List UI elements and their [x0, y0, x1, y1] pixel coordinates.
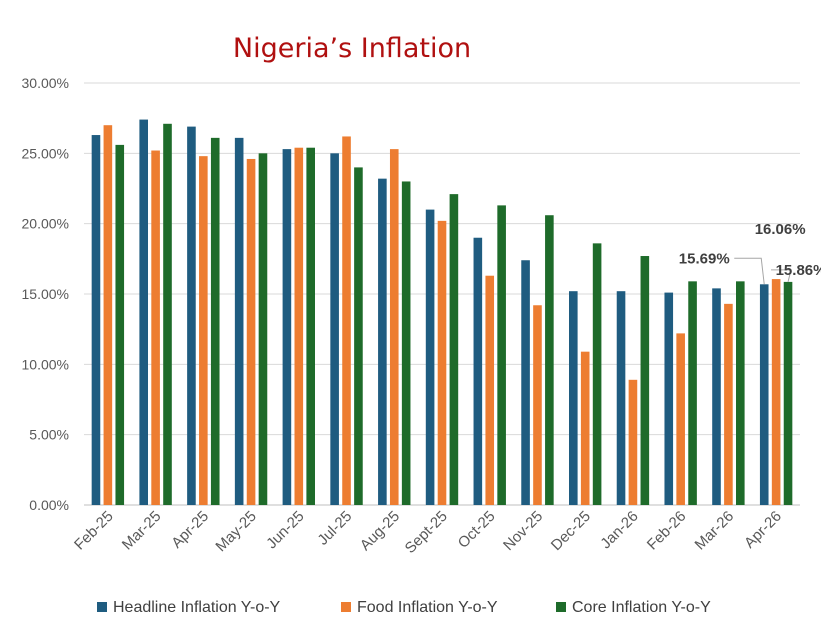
- x-tick-label: Oct-25: [455, 508, 499, 552]
- y-axis: 0.00% 5.00% 10.00% 15.00% 20.00% 25.00% 30.00%: [22, 75, 69, 513]
- x-tick-label: Feb-26: [644, 508, 690, 554]
- bar-core-inflation-y-o-y-sept-25: [449, 194, 459, 506]
- bar-core-inflation-y-o-y-mar-26: [736, 281, 745, 505]
- bar-food-inflation-y-o-y-jun-25: [294, 147, 304, 505]
- x-tick-label: Mar-25: [119, 508, 165, 554]
- bar-core-inflation-y-o-y-mar-25: [163, 123, 172, 505]
- bar-food-inflation-y-o-y-nov-25: [533, 305, 542, 505]
- bar-core-inflation-y-o-y-apr-25: [210, 137, 220, 506]
- y-tick-label: 0.00%: [29, 497, 69, 513]
- bar-headline-inflation-y-o-y-aug-25: [378, 178, 387, 506]
- data-label-leader: [734, 257, 765, 285]
- x-tick-label: Feb-25: [71, 508, 117, 554]
- legend-label: Headline Inflation Y-o-Y: [113, 599, 281, 616]
- bar-core-inflation-y-o-y-jun-25: [306, 147, 315, 505]
- y-tick-label: 30.00%: [22, 75, 69, 91]
- bar-food-inflation-y-o-y-apr-26: [771, 279, 781, 505]
- legend-swatch: [341, 602, 351, 612]
- legend-swatch: [97, 602, 107, 612]
- x-tick-label: Mar-26: [692, 508, 738, 554]
- bar-core-inflation-y-o-y-feb-26: [688, 281, 697, 505]
- x-tick-label: May-25: [212, 508, 259, 555]
- bar-food-inflation-y-o-y-oct-25: [485, 275, 495, 505]
- x-tick-label: Sept-25: [402, 508, 451, 557]
- bar-headline-inflation-y-o-y-feb-25: [91, 135, 101, 505]
- x-tick-label: Jun-25: [263, 508, 307, 552]
- legend-label: Core Inflation Y-o-Y: [572, 599, 711, 616]
- bar-core-inflation-y-o-y-dec-25: [592, 243, 602, 506]
- bar-food-inflation-y-o-y-feb-26: [676, 333, 685, 505]
- bar-core-inflation-y-o-y-aug-25: [401, 181, 411, 505]
- bar-food-inflation-y-o-y-apr-25: [199, 156, 208, 505]
- data-label-core-inflation-y-o-y: 15.86%: [776, 262, 821, 279]
- bar-core-inflation-y-o-y-nov-25: [545, 215, 554, 505]
- y-tick-label: 10.00%: [22, 356, 69, 372]
- bar-food-inflation-y-o-y-jan-26: [628, 379, 638, 505]
- bar-core-inflation-y-o-y-jul-25: [354, 167, 363, 505]
- legend: Headline Inflation Y-o-Y Food Inflation Y…: [97, 599, 711, 616]
- bar-food-inflation-y-o-y-jul-25: [342, 136, 351, 505]
- chart-title: Nigeria’s Inflation: [233, 33, 471, 64]
- bar-food-inflation-y-o-y-dec-25: [580, 351, 590, 505]
- x-axis: Feb-25 Mar-25 Apr-25 May-25 Jun-25 Jul-25 Aug-…: [71, 508, 785, 557]
- x-tick-label: Apr-25: [168, 508, 212, 552]
- bar-headline-inflation-y-o-y-dec-25: [569, 291, 578, 505]
- bar-food-inflation-y-o-y-mar-26: [724, 303, 733, 505]
- x-tick-label: Jul-25: [314, 508, 355, 549]
- bar-core-inflation-y-o-y-feb-25: [115, 144, 125, 506]
- bar-food-inflation-y-o-y-feb-25: [103, 125, 113, 505]
- bar-headline-inflation-y-o-y-mar-25: [139, 119, 148, 505]
- bar-headline-inflation-y-o-y-sept-25: [425, 209, 435, 505]
- bars: [91, 119, 793, 506]
- data-label-food-inflation-y-o-y: 16.06%: [755, 221, 806, 238]
- data-labels: 15.69% 16.06% 15.86%: [679, 221, 821, 285]
- bar-core-inflation-y-o-y-oct-25: [497, 205, 506, 505]
- bar-core-inflation-y-o-y-jan-26: [640, 256, 650, 505]
- bar-food-inflation-y-o-y-may-25: [246, 158, 256, 505]
- y-tick-label: 15.00%: [22, 286, 69, 302]
- bar-headline-inflation-y-o-y-apr-26: [759, 284, 769, 505]
- data-label-leader: [771, 269, 792, 283]
- bar-core-inflation-y-o-y-may-25: [258, 153, 268, 506]
- bar-headline-inflation-y-o-y-jun-25: [282, 149, 292, 505]
- bar-headline-inflation-y-o-y-jul-25: [330, 153, 339, 506]
- x-tick-label: Dec-25: [548, 508, 594, 554]
- x-tick-label: Jan-26: [597, 508, 641, 552]
- legend-swatch: [556, 602, 566, 612]
- bar-headline-inflation-y-o-y-may-25: [234, 137, 244, 506]
- bar-headline-inflation-y-o-y-oct-25: [473, 237, 483, 505]
- y-tick-label: 20.00%: [22, 216, 69, 232]
- bar-food-inflation-y-o-y-aug-25: [389, 149, 399, 505]
- y-tick-label: 5.00%: [29, 427, 69, 443]
- bar-headline-inflation-y-o-y-mar-26: [712, 288, 721, 505]
- bar-headline-inflation-y-o-y-feb-26: [664, 292, 674, 505]
- bar-headline-inflation-y-o-y-nov-25: [521, 260, 530, 505]
- bar-food-inflation-y-o-y-sept-25: [437, 220, 447, 505]
- bar-headline-inflation-y-o-y-apr-25: [187, 126, 196, 506]
- x-tick-label: Apr-26: [741, 508, 785, 552]
- y-tick-label: 25.00%: [22, 145, 69, 161]
- legend-label: Food Inflation Y-o-Y: [357, 599, 498, 616]
- x-tick-label: Nov-25: [500, 508, 546, 554]
- data-label-headline-inflation-y-o-y: 15.69%: [679, 250, 730, 267]
- bar-core-inflation-y-o-y-apr-26: [783, 281, 793, 505]
- x-tick-label: Aug-25: [357, 508, 403, 554]
- bar-headline-inflation-y-o-y-jan-26: [616, 291, 626, 505]
- bar-food-inflation-y-o-y-mar-25: [151, 150, 160, 505]
